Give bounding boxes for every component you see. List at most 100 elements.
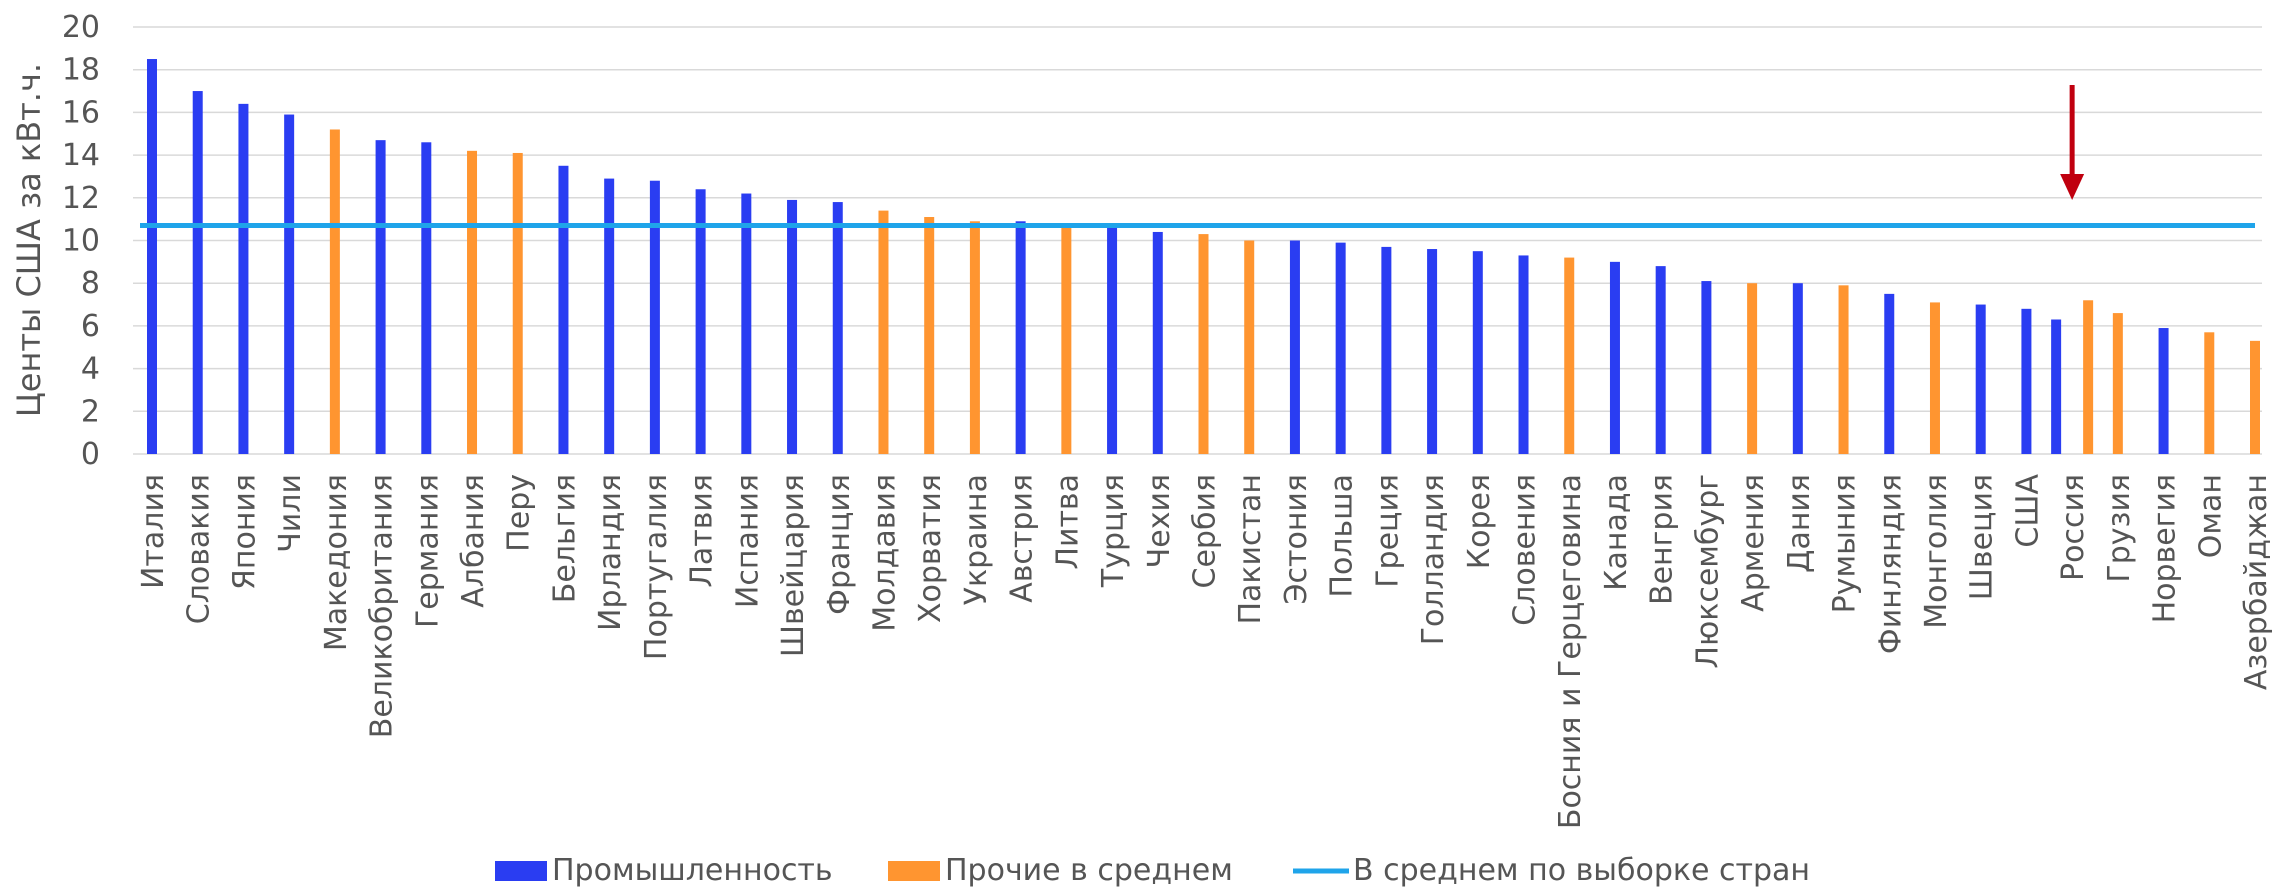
bar-industry <box>284 114 295 454</box>
x-category-label: Армения <box>1736 474 1771 612</box>
bar-industry <box>2021 308 2032 454</box>
x-category-label: Перу <box>502 474 537 552</box>
bar-other <box>1747 283 1758 454</box>
bar-industry <box>1518 255 1529 454</box>
legend: Промышленность Прочие в среднем В среднем … <box>495 853 1810 888</box>
bar-other <box>329 129 340 455</box>
bar-industry <box>147 59 157 455</box>
x-category-label: Хорватия <box>913 474 948 623</box>
y-tick-label: 20 <box>62 10 100 45</box>
x-category-label: Россия <box>2056 474 2091 581</box>
bar-industry <box>1107 227 1118 454</box>
x-category-label: Румыния <box>1828 474 1863 613</box>
legend-label-average: В среднем по выборке стран <box>1353 853 1810 888</box>
legend-label-industry: Промышленность <box>552 853 833 888</box>
bar-industry <box>1152 231 1163 454</box>
x-category-label: Албания <box>456 474 491 608</box>
x-category-label: Молдавия <box>867 474 902 632</box>
x-category-label: Люксембург <box>1690 474 1725 669</box>
x-category-label: Корея <box>1462 474 1497 569</box>
bar-industry <box>238 103 249 455</box>
bar-other <box>1198 234 1209 454</box>
x-category-label: Швеция <box>1965 474 2000 600</box>
legend-swatch-other <box>888 861 940 881</box>
bar-other <box>2083 300 2094 454</box>
y-tick-label: 16 <box>62 95 100 130</box>
x-category-label: Грузия <box>2102 474 2137 583</box>
bar-other <box>969 221 980 454</box>
x-category-label: Чехия <box>1142 474 1177 568</box>
bar-industry <box>649 180 660 454</box>
x-category-label: Ирландия <box>593 474 628 631</box>
x-category-label: Турция <box>1096 474 1131 588</box>
x-category-label: Босния и Герцеговина <box>1553 474 1588 829</box>
x-category-label: Пакистан <box>1233 474 1268 625</box>
y-axis-ticks: 0 2 4 6 8 10 12 14 16 18 20 <box>62 10 100 472</box>
bar-other <box>878 210 889 454</box>
x-category-label: США <box>2010 474 2045 548</box>
y-tick-label: 6 <box>81 309 100 344</box>
bar-industry <box>2158 328 2169 454</box>
bar-other <box>512 152 523 454</box>
x-category-label: Испания <box>730 474 765 608</box>
bar-industry <box>1427 249 1438 454</box>
bar-industry <box>1015 221 1026 454</box>
x-category-label: Оман <box>2193 474 2228 558</box>
legend-swatch-industry <box>495 861 547 881</box>
x-category-label: Австрия <box>1005 474 1040 603</box>
x-category-label: Латвия <box>685 474 720 588</box>
x-category-label: Литва <box>1050 474 1085 570</box>
bar-other <box>1564 257 1575 454</box>
x-category-label: Голландия <box>1416 474 1451 645</box>
y-axis-label: Центы США за кВт.ч. <box>10 63 48 417</box>
bar-other <box>467 150 478 454</box>
bar-other <box>924 217 935 454</box>
x-category-label: Дания <box>1782 474 1817 573</box>
bar-industry <box>1609 261 1620 454</box>
y-tick-label: 2 <box>81 394 100 429</box>
x-category-label: Азербайджан <box>2239 474 2272 690</box>
x-category-label: Эстония <box>1279 474 1314 604</box>
bar-industry <box>558 165 569 454</box>
highlight-marker <box>2060 85 2085 200</box>
bar-industry <box>787 199 798 454</box>
x-category-label: Словения <box>1508 474 1543 626</box>
x-category-label: Германия <box>410 474 445 628</box>
y-tick-label: 12 <box>62 181 100 216</box>
bar-industry <box>192 91 203 455</box>
x-category-label: Португалия <box>639 474 674 660</box>
bar-industry <box>604 178 615 454</box>
bar-industry <box>375 140 386 454</box>
y-tick-label: 0 <box>81 437 100 472</box>
x-category-label: Монголия <box>1919 474 1954 629</box>
bar-industry <box>832 202 843 454</box>
y-tick-label: 14 <box>62 138 100 173</box>
x-category-label: Чили <box>273 474 308 553</box>
legend-label-other: Прочие в среднем <box>945 853 1233 888</box>
bar-industry <box>741 193 752 454</box>
x-category-label: Греция <box>1370 474 1405 588</box>
x-category-label: Украина <box>959 474 994 605</box>
y-tick-label: 18 <box>62 53 100 88</box>
bar-other <box>2250 340 2260 454</box>
x-category-label: Венгрия <box>1645 474 1680 605</box>
bar-other <box>1244 240 1255 454</box>
bar-industry <box>1975 304 1986 454</box>
x-category-label: Финляндия <box>1873 474 1908 654</box>
bar-industry <box>1792 283 1803 454</box>
bar-industry <box>1884 293 1895 454</box>
y-tick-label: 10 <box>62 224 100 259</box>
bar-other <box>1061 225 1072 454</box>
bar-industry <box>1655 266 1666 454</box>
x-category-label: Япония <box>227 474 262 590</box>
bar-industry <box>1381 246 1392 454</box>
x-category-label: Бельгия <box>547 474 582 603</box>
bar-industry <box>421 142 432 455</box>
arrow-head <box>2060 174 2085 200</box>
y-tick-label: 8 <box>81 266 100 301</box>
bar-other <box>2112 313 2123 454</box>
x-category-label: Македония <box>319 474 354 651</box>
bars <box>147 59 2260 455</box>
y-tick-label: 4 <box>81 352 100 387</box>
